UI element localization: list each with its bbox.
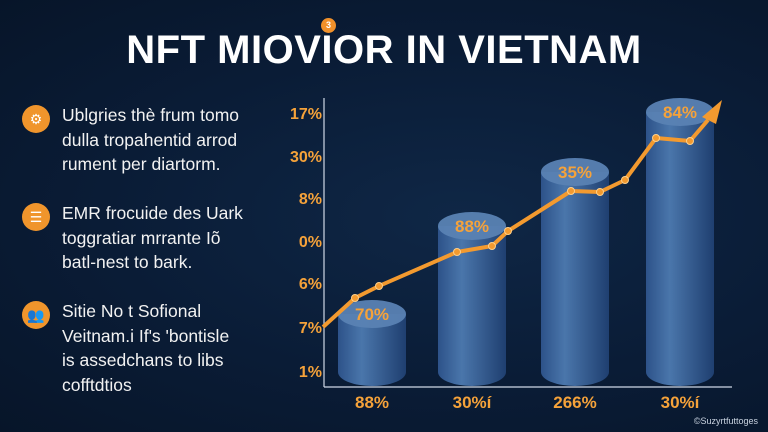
- people-icon: 👥: [22, 301, 50, 329]
- title-badge: 3: [321, 18, 336, 33]
- y-tick-label: 30%: [289, 149, 322, 166]
- y-tick-label: 7%: [298, 320, 322, 337]
- x-tick-label: 30%í: [660, 393, 700, 412]
- bar: [438, 212, 506, 386]
- feature-line: Ublgries thè frum tomo: [62, 105, 240, 125]
- feature-line: EMR frocuide des Uark: [62, 203, 243, 223]
- feature-line: batl-nest to bark.: [62, 252, 193, 272]
- data-label: 88%: [455, 217, 489, 236]
- data-label: 70%: [355, 305, 389, 324]
- line-point: [686, 137, 694, 145]
- gear-coin-icon: ⚙: [22, 105, 50, 133]
- bar-top: [338, 300, 406, 328]
- line-point: [652, 134, 660, 142]
- line-point: [351, 294, 359, 302]
- feature-line: cofftdtios: [62, 374, 132, 395]
- bar: [338, 300, 406, 386]
- burger-icon: ☰: [22, 203, 50, 231]
- watermark: ©Suzyrtfuttoges: [693, 416, 758, 426]
- feature-line: dulla tropahentid arrod: [62, 129, 238, 150]
- data-label: 35%: [558, 163, 592, 182]
- line-point: [596, 188, 604, 196]
- x-tick-label: 30%í: [452, 393, 492, 412]
- feature-line: Sitie No t Sofional: [62, 301, 202, 321]
- line-point: [453, 248, 461, 256]
- x-tick-label: 266%: [553, 393, 597, 412]
- y-tick-label: 0%: [298, 234, 322, 251]
- feature-item: 👥 Sitie No t Sofional Veitnam.i If's 'bo…: [22, 299, 229, 397]
- bar-top: [541, 158, 609, 186]
- data-label: 84%: [663, 103, 697, 122]
- arrow-head: [702, 100, 722, 124]
- y-tick-label: 8%: [298, 191, 322, 208]
- bar-top: [438, 212, 506, 240]
- bar-top: [646, 98, 714, 126]
- line-point: [567, 187, 575, 195]
- x-tick-label: 88%: [354, 393, 390, 412]
- feature-line: is assedchans to libs: [62, 350, 224, 370]
- line-point: [488, 242, 496, 250]
- line-point: [375, 282, 383, 290]
- feature-line: rument per diartorm.: [62, 154, 221, 174]
- feature-item: ☰ EMR frocuide des Uark toggratiar mrran…: [22, 201, 243, 275]
- line-point: [504, 227, 512, 235]
- feature-line: toggratiar mrrante Iõ: [62, 227, 221, 248]
- trend-line: [321, 118, 710, 329]
- feature-line: Veitnam.i If's 'bontisle: [62, 325, 230, 346]
- page-title: NFT MIOVIOR IN VIETNAM: [126, 28, 642, 72]
- bar: [646, 98, 714, 386]
- bar: [541, 158, 609, 386]
- line-point: [621, 176, 629, 184]
- y-tick-label: 1%: [298, 364, 322, 381]
- feature-item: ⚙ Ublgries thè frum tomo dulla tropahent…: [22, 103, 239, 177]
- y-tick-label: 6%: [298, 276, 322, 293]
- y-tick-label: 17%: [289, 106, 322, 123]
